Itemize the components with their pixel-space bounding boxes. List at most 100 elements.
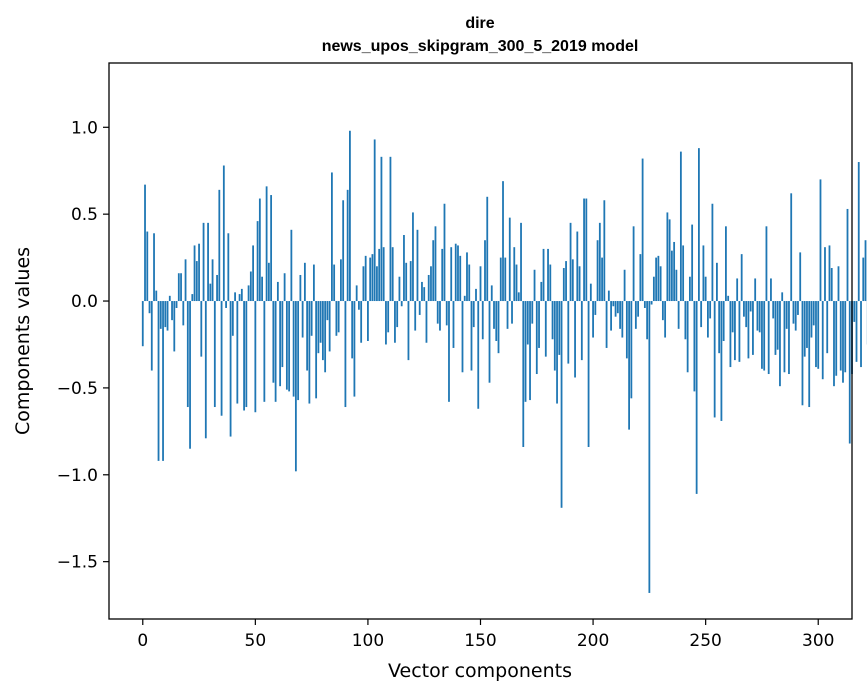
bar bbox=[583, 198, 585, 302]
bar bbox=[461, 301, 464, 373]
bar bbox=[382, 247, 385, 302]
bar bbox=[326, 301, 329, 321]
y-axis-label: Components values bbox=[12, 247, 34, 435]
bar bbox=[758, 301, 761, 333]
bar bbox=[486, 196, 489, 302]
bar bbox=[328, 301, 331, 352]
bar bbox=[526, 301, 529, 345]
x-tick-label: 100 bbox=[352, 631, 384, 651]
bar bbox=[637, 301, 640, 317]
bar bbox=[439, 301, 441, 331]
bar bbox=[452, 301, 455, 348]
bar bbox=[373, 139, 376, 302]
bar bbox=[153, 233, 155, 302]
bar bbox=[349, 130, 351, 302]
bar bbox=[704, 276, 707, 302]
bar bbox=[267, 262, 270, 302]
bar bbox=[634, 301, 637, 329]
bar bbox=[531, 301, 534, 324]
bar bbox=[639, 254, 642, 302]
bar bbox=[283, 273, 286, 302]
bar bbox=[810, 301, 813, 338]
bar bbox=[529, 301, 531, 401]
bar bbox=[571, 259, 574, 302]
bar bbox=[369, 257, 372, 302]
bar bbox=[686, 301, 689, 373]
bar bbox=[740, 254, 743, 302]
bar bbox=[331, 172, 333, 302]
bar bbox=[562, 268, 565, 302]
bar bbox=[688, 276, 691, 302]
bar bbox=[263, 301, 266, 402]
x-tick-label: 200 bbox=[577, 631, 609, 651]
bar bbox=[207, 222, 209, 302]
bar bbox=[790, 193, 793, 302]
bar bbox=[407, 301, 410, 361]
bar bbox=[709, 301, 712, 319]
bar bbox=[711, 203, 714, 302]
y-tick-label: 0.5 bbox=[71, 205, 98, 225]
bar bbox=[857, 162, 860, 302]
bar bbox=[643, 301, 646, 308]
bar bbox=[549, 264, 552, 302]
bar bbox=[441, 248, 444, 302]
bar bbox=[770, 278, 772, 302]
y-tick-label: −1.5 bbox=[57, 553, 98, 573]
bar bbox=[578, 266, 581, 302]
bar bbox=[240, 288, 243, 302]
bar bbox=[675, 269, 678, 302]
bar bbox=[700, 301, 703, 328]
bar bbox=[632, 226, 635, 302]
bar bbox=[781, 292, 784, 302]
bar bbox=[839, 301, 842, 371]
bar bbox=[175, 301, 178, 308]
bar bbox=[310, 301, 313, 336]
bar bbox=[603, 200, 606, 302]
bar bbox=[222, 165, 225, 302]
bar bbox=[846, 208, 849, 302]
bar bbox=[261, 276, 263, 302]
y-tick-label: −0.5 bbox=[57, 379, 98, 399]
bar bbox=[184, 259, 187, 302]
bar bbox=[315, 301, 318, 399]
bar bbox=[227, 233, 230, 302]
bar bbox=[342, 200, 345, 302]
bar bbox=[745, 301, 748, 328]
bar bbox=[630, 301, 633, 399]
bar bbox=[844, 301, 847, 373]
bar bbox=[679, 151, 682, 302]
bar bbox=[765, 226, 768, 302]
bar bbox=[270, 195, 273, 302]
bar bbox=[173, 301, 176, 352]
bar bbox=[738, 301, 741, 362]
bar bbox=[542, 248, 545, 302]
bar bbox=[772, 301, 775, 319]
bar bbox=[661, 301, 664, 321]
bar bbox=[619, 301, 621, 329]
bar bbox=[272, 301, 275, 383]
bar bbox=[457, 245, 459, 302]
bar bbox=[376, 266, 378, 302]
bar bbox=[747, 301, 750, 359]
bar bbox=[245, 301, 248, 408]
x-axis-ticks: 0 50 100 150 200 250 300 bbox=[137, 619, 834, 651]
bar bbox=[351, 301, 354, 359]
bar bbox=[367, 301, 369, 341]
bar bbox=[504, 257, 507, 302]
bar bbox=[258, 198, 261, 302]
bar bbox=[412, 212, 414, 302]
bar bbox=[713, 301, 716, 418]
bar bbox=[290, 229, 293, 302]
bar bbox=[211, 259, 214, 302]
bar bbox=[405, 262, 408, 302]
bar bbox=[191, 294, 194, 302]
bar bbox=[860, 301, 862, 368]
bar bbox=[200, 301, 203, 357]
bar bbox=[155, 290, 158, 302]
bar bbox=[828, 245, 831, 302]
bar bbox=[837, 266, 840, 302]
bar bbox=[144, 184, 146, 302]
bar bbox=[716, 262, 718, 302]
bar bbox=[358, 301, 360, 310]
bar bbox=[648, 301, 651, 593]
